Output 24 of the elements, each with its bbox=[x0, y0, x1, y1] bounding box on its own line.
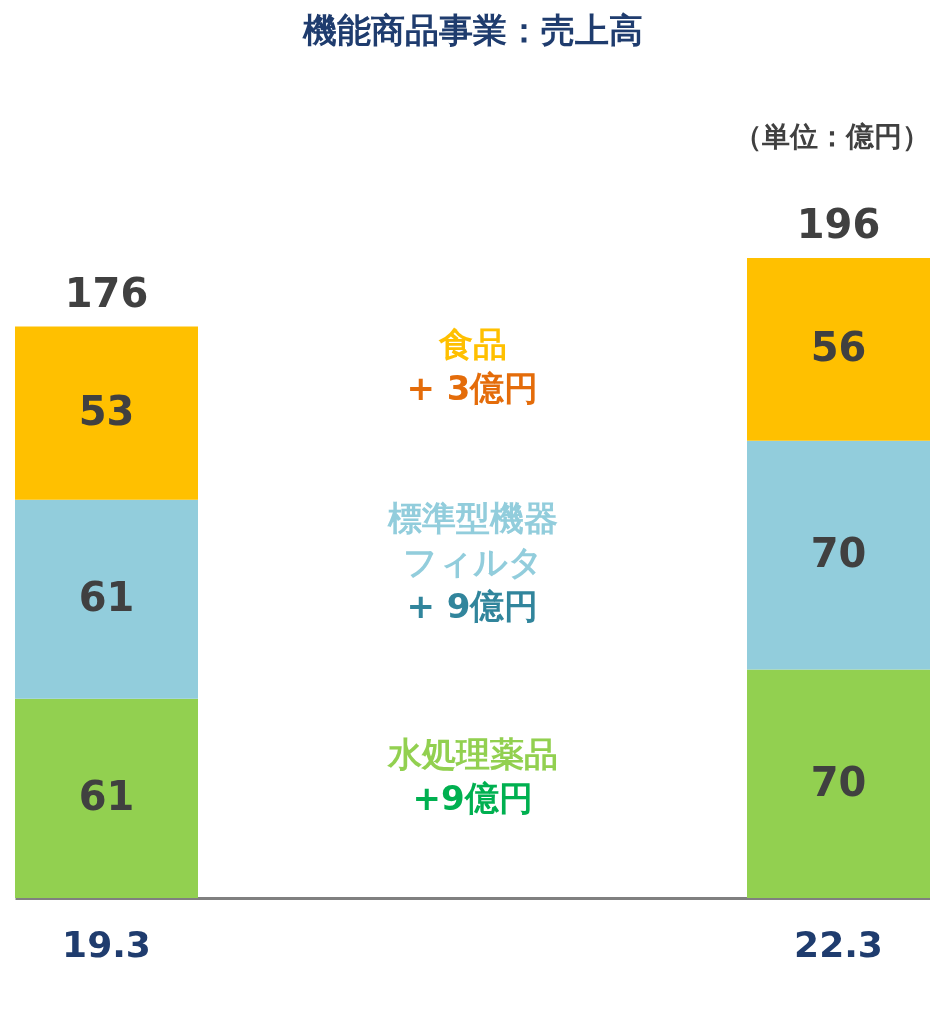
text: 食品 bbox=[437, 324, 507, 365]
data-label: 70 bbox=[810, 530, 867, 577]
x-tick-label: 19.3 bbox=[62, 923, 151, 965]
bar bbox=[15, 499, 198, 699]
data-label: 56 bbox=[810, 324, 867, 371]
annotation: + 3億円 bbox=[406, 368, 539, 409]
bar bbox=[747, 258, 930, 441]
data-label: 53 bbox=[78, 388, 135, 435]
bar bbox=[747, 669, 930, 898]
data-label: 70 bbox=[810, 758, 867, 805]
text: （単位：億円） bbox=[734, 120, 930, 153]
annotation: + 9億円 bbox=[406, 586, 539, 627]
total-label: 196 bbox=[796, 201, 881, 247]
bar bbox=[747, 440, 930, 670]
data-label: 61 bbox=[78, 773, 135, 820]
chart-title: 機能商品事業：売上高 bbox=[301, 10, 643, 50]
total-label: 176 bbox=[64, 269, 149, 316]
data-label: 61 bbox=[78, 574, 135, 621]
bar bbox=[15, 326, 198, 500]
x-tick-label: 22.3 bbox=[794, 923, 883, 965]
text: 標準型機器フィルタ bbox=[386, 498, 558, 583]
annotation: +9億円 bbox=[412, 778, 533, 818]
text: 水処理薬品 bbox=[386, 734, 558, 774]
bar bbox=[15, 698, 198, 898]
